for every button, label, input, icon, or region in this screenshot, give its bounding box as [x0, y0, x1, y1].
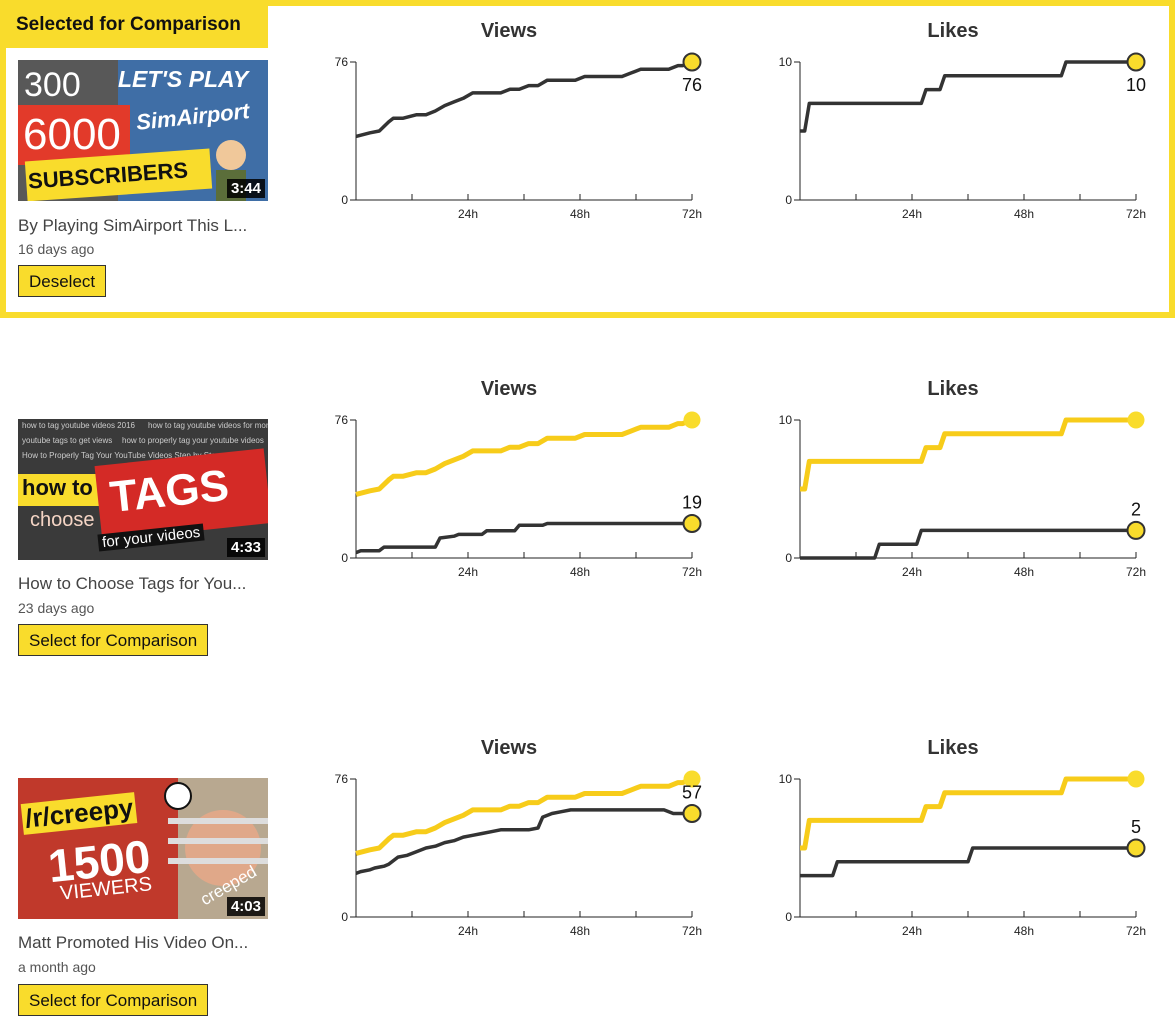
video-thumbnail[interactable]: 300 6000 SUBSCRIBERS LET'S PLAY SimAirpo…: [18, 60, 268, 201]
x-tick-label: 24h: [458, 924, 478, 938]
video-duration: 4:03: [226, 897, 265, 916]
x-tick-label: 24h: [458, 565, 478, 579]
x-tick-label: 72h: [1126, 565, 1146, 579]
x-tick-label: 72h: [682, 924, 702, 938]
video-duration: 4:33: [226, 538, 265, 557]
end-marker[interactable]: [682, 52, 702, 72]
end-value-label: 19: [682, 493, 702, 513]
y-tick-label: 76: [335, 55, 349, 69]
x-tick-label: 24h: [902, 565, 922, 579]
end-marker[interactable]: [682, 514, 702, 533]
video-title[interactable]: By Playing SimAirport This L...: [18, 216, 248, 235]
views-chart: 24h 48h 72h 0 76 57: [335, 770, 702, 938]
video-series-line: [355, 60, 693, 139]
video-series-line: [355, 521, 692, 555]
video-series-line: [800, 60, 1136, 133]
comparison-series-line: [355, 417, 693, 497]
video-row: /r/creepy 1500 VIEWERS creeped 4:03 Matt…: [0, 717, 1175, 1017]
y-tick-label: 76: [335, 772, 349, 786]
selected-for-comparison-label: Selected for Comparison: [0, 0, 268, 48]
y-tick-label: 0: [341, 910, 348, 924]
thumb-text-l2: choose: [30, 509, 95, 531]
video-series-line: [355, 808, 692, 876]
x-tick-label: 48h: [570, 565, 590, 579]
x-tick-label: 24h: [458, 207, 478, 221]
likes-chart-title: Likes: [927, 378, 979, 400]
x-tick-label: 72h: [1126, 207, 1146, 221]
video-thumbnail[interactable]: /r/creepy 1500 VIEWERS creeped 4:03: [18, 778, 268, 919]
thumb-bg-text: youtube tags to get views: [22, 436, 113, 445]
video-row: how to tag youtube videos 2016 how to ta…: [0, 358, 1175, 678]
x-tick-label: 48h: [1014, 924, 1034, 938]
video-series-line: [800, 528, 1136, 560]
end-marker[interactable]: [1126, 52, 1146, 72]
thumb-text-mid: 6000: [23, 110, 121, 159]
likes-chart-title: Likes: [927, 20, 979, 42]
views-chart-title: Views: [480, 737, 538, 759]
video-title[interactable]: Matt Promoted His Video On...: [18, 933, 249, 952]
views-chart: 24h 48h 72h 0 76 76: [335, 52, 702, 221]
views-chart-title: Views: [480, 378, 538, 400]
thumb-bg-text: How to Properly Tag Your YouTube Videos …: [22, 451, 221, 460]
x-tick-label: 72h: [682, 565, 702, 579]
end-value-label: 57: [682, 783, 702, 803]
comparison-end-marker[interactable]: [1127, 411, 1145, 429]
video-duration: 3:44: [226, 179, 265, 198]
y-tick-label: 0: [785, 910, 792, 924]
likes-chart-title: Likes: [927, 737, 979, 759]
thumb-text-top: 300: [24, 66, 81, 104]
comparison-end-marker[interactable]: [1127, 770, 1145, 788]
video-age: 16 days ago: [18, 241, 95, 257]
end-value-label: 10: [1126, 75, 1146, 95]
video-series-line: [800, 846, 1136, 878]
thumb-bg-text: how to tag youtube videos 2016: [22, 421, 135, 430]
y-tick-label: 0: [785, 551, 792, 565]
y-tick-label: 0: [341, 551, 348, 565]
views-chart: 24h 48h 72h 0 76 19: [335, 411, 702, 579]
video-age: a month ago: [18, 959, 96, 975]
video-title[interactable]: How to Choose Tags for You...: [18, 574, 247, 593]
x-tick-label: 48h: [570, 924, 590, 938]
y-tick-label: 10: [779, 55, 793, 69]
likes-chart: 24h 48h 72h 0 10 10: [779, 52, 1146, 221]
y-tick-label: 76: [335, 413, 349, 427]
y-tick-label: 0: [341, 193, 348, 207]
end-value-label: 76: [682, 75, 702, 95]
views-chart-title: Views: [480, 20, 538, 42]
likes-chart: 24h 48h 72h 0 10 2: [779, 411, 1146, 579]
x-tick-label: 48h: [1014, 207, 1034, 221]
x-tick-label: 24h: [902, 207, 922, 221]
thumb-bg-text: how to tag youtube videos for more views: [148, 421, 268, 430]
end-value-label: 2: [1131, 499, 1141, 519]
video-thumbnail[interactable]: how to tag youtube videos 2016 how to ta…: [18, 419, 268, 560]
x-tick-label: 24h: [902, 924, 922, 938]
comparison-series-line: [355, 776, 693, 856]
x-tick-label: 48h: [1014, 565, 1034, 579]
end-marker[interactable]: [1126, 520, 1146, 540]
end-marker[interactable]: [1126, 838, 1146, 858]
end-marker[interactable]: [682, 804, 702, 823]
select-for-comparison-button[interactable]: Select for Comparison: [18, 624, 209, 656]
deselect-button[interactable]: Deselect: [18, 265, 107, 297]
x-tick-label: 48h: [570, 207, 590, 221]
thumb-text-tag1: LET'S PLAY: [118, 66, 249, 92]
likes-chart: 24h 48h 72h 0 10 5: [779, 770, 1146, 938]
thumb-text-l1: how to: [22, 475, 93, 500]
x-tick-label: 72h: [682, 207, 702, 221]
y-tick-label: 10: [779, 772, 793, 786]
comparison-series-line: [800, 417, 1136, 492]
video-age: 23 days ago: [18, 600, 95, 616]
comparison-end-marker[interactable]: [683, 770, 701, 788]
y-tick-label: 0: [785, 193, 792, 207]
video-row-selected: Selected for Comparison 300 6000 SUBSCRI…: [0, 0, 1175, 318]
thumb-bg-text: how to properly tag your youtube videos: [122, 436, 264, 445]
y-tick-label: 10: [779, 413, 793, 427]
selection-frame: [0, 0, 1175, 318]
comparison-series-line: [800, 776, 1136, 851]
select-for-comparison-button[interactable]: Select for Comparison: [18, 984, 209, 1016]
x-tick-label: 72h: [1126, 924, 1146, 938]
comparison-end-marker[interactable]: [683, 411, 701, 429]
end-value-label: 5: [1131, 817, 1141, 837]
